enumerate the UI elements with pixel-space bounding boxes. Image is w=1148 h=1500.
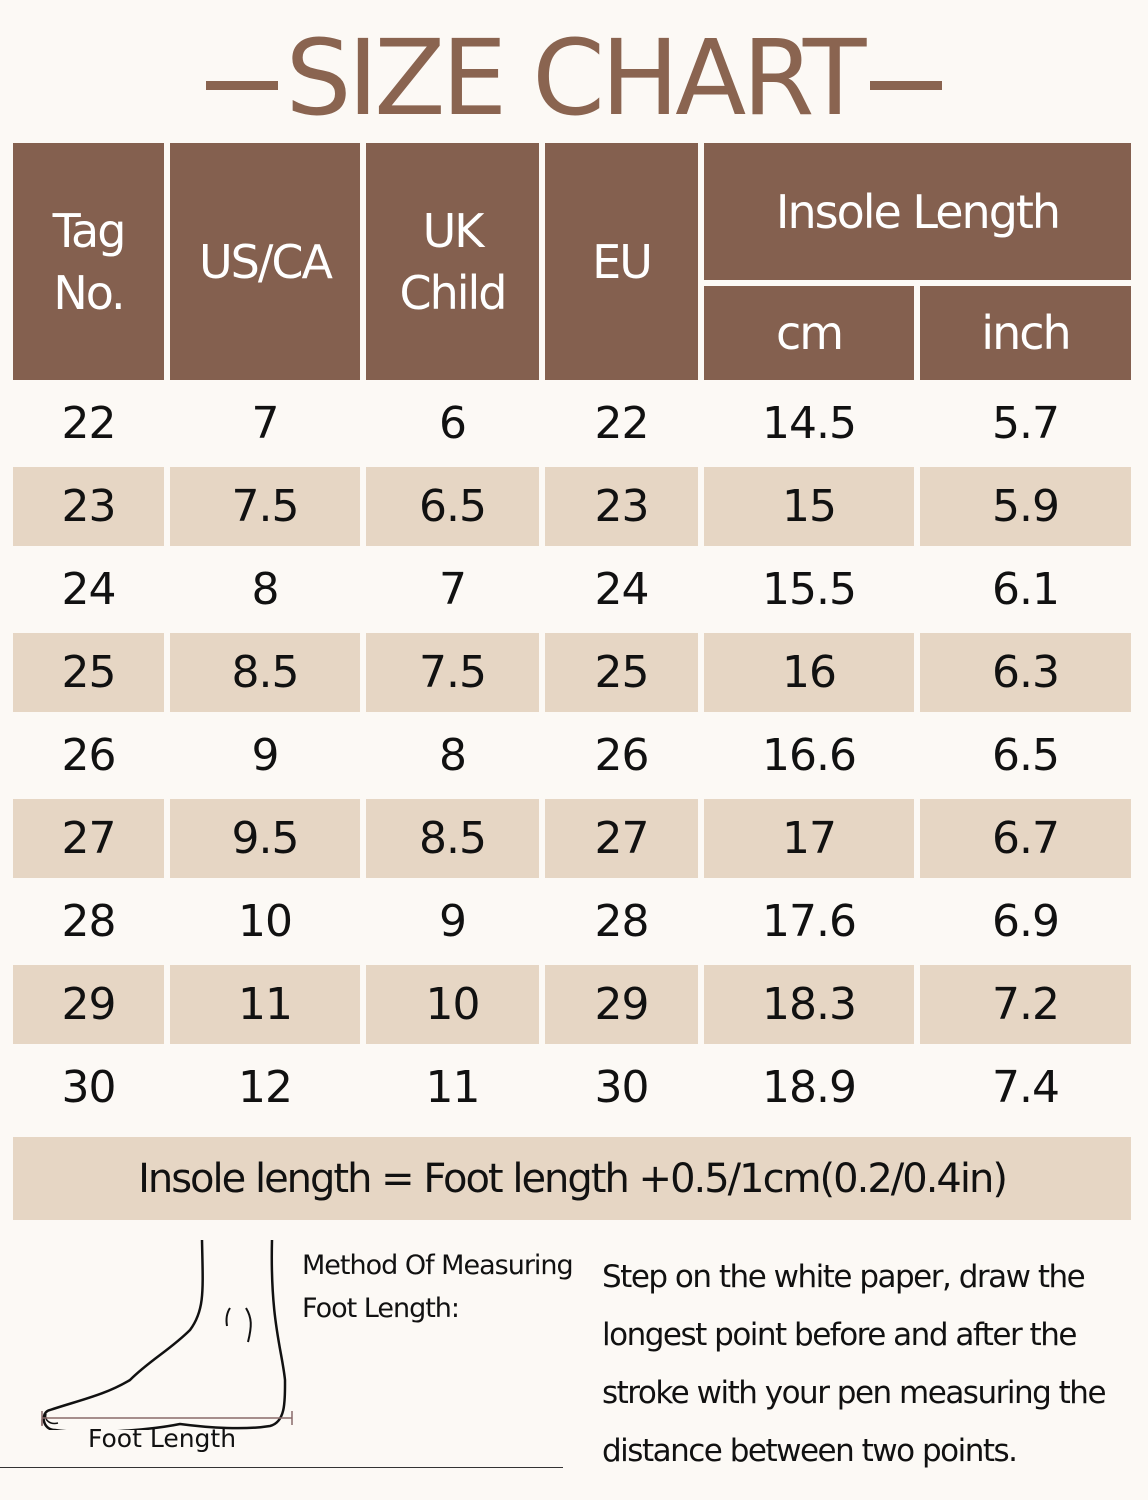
method-heading: Method Of Measuring Foot Length:	[302, 1244, 574, 1330]
table-cell: 10	[366, 965, 539, 1044]
measuring-instructions: Step on the white paper, draw the longes…	[602, 1259, 1107, 1469]
header-eu: EU	[545, 143, 698, 380]
table-cell: 7.4	[992, 1062, 1060, 1113]
header-us: US/CA	[170, 143, 360, 380]
table-cell: 25	[545, 633, 698, 712]
table-cell: 7.5	[170, 467, 360, 546]
title-dash-left	[205, 81, 278, 91]
table-cell: 8.5	[366, 799, 539, 878]
table-cell: 28	[61, 896, 117, 947]
table-cell: 18.3	[704, 965, 914, 1044]
table-cell: 9	[251, 730, 280, 781]
table-cell: 6.9	[992, 896, 1060, 947]
method-line-1: Method Of Measuring	[302, 1250, 574, 1281]
table-cell: 11	[425, 1062, 481, 1113]
table-cell: 14.5	[762, 398, 857, 449]
table-cell: 23	[545, 467, 698, 546]
table-cell: 26	[61, 730, 117, 781]
header-inch: inch	[920, 286, 1131, 380]
table-cell: 17.6	[762, 896, 857, 947]
table-cell: 27	[13, 799, 164, 878]
table-cell: 28	[594, 896, 650, 947]
table-cell: 7.2	[920, 965, 1131, 1044]
table-cell: 26	[594, 730, 650, 781]
table-cell: 6.5	[366, 467, 539, 546]
size-table: Tag No. US/CA UK Child EU Insole Length …	[13, 143, 1131, 1127]
table-cell: 5.7	[992, 398, 1060, 449]
foot-length-label: Foot Length	[88, 1424, 237, 1453]
table-cell: 12	[238, 1062, 293, 1113]
table-cell: 7.5	[366, 633, 539, 712]
table-cell: 27	[545, 799, 698, 878]
method-line-2: Foot Length:	[302, 1293, 460, 1324]
table-cell: 18.9	[762, 1062, 857, 1113]
table-cell: 24	[594, 564, 650, 615]
page-title: SIZE CHART	[0, 18, 1148, 138]
table-cell: 9.5	[170, 799, 360, 878]
table-cell: 6.7	[920, 799, 1131, 878]
table-cell: 17	[704, 799, 914, 878]
table-cell: 6.1	[992, 564, 1060, 615]
table-cell: 7	[439, 564, 467, 615]
table-cell: 22	[61, 398, 117, 449]
table-cell: 6.3	[920, 633, 1131, 712]
header-insole: Insole Length	[704, 143, 1131, 280]
header-tag: Tag No.	[13, 143, 164, 380]
table-cell: 16	[704, 633, 914, 712]
table-cell: 29	[545, 965, 698, 1044]
table-cell: 16.6	[762, 730, 857, 781]
table-cell: 25	[13, 633, 164, 712]
header-uk: UK Child	[366, 143, 539, 380]
foot-length-measure-line	[41, 1411, 293, 1425]
table-cell: 22	[594, 398, 650, 449]
table-cell: 6.5	[992, 730, 1060, 781]
table-cell: 11	[170, 965, 360, 1044]
table-cell: 8	[251, 564, 280, 615]
table-cell: 30	[61, 1062, 117, 1113]
table-cell: 30	[594, 1062, 650, 1113]
table-cell: 24	[61, 564, 117, 615]
table-cell: 5.9	[920, 467, 1131, 546]
foot-illustration	[41, 1239, 287, 1430]
title-dash-right	[870, 81, 943, 91]
table-cell: 23	[13, 467, 164, 546]
divider	[0, 1467, 563, 1468]
table-cell: 7	[251, 398, 280, 449]
table-cell: 10	[238, 896, 293, 947]
title-text: SIZE CHART	[285, 17, 867, 139]
table-cell: 15.5	[762, 564, 857, 615]
table-cell: 8	[439, 730, 467, 781]
table-cell: 6	[439, 398, 467, 449]
insole-note: Insole length = Foot length +0.5/1cm(0.2…	[13, 1137, 1131, 1220]
table-cell: 9	[439, 896, 467, 947]
header-cm: cm	[704, 286, 914, 380]
table-cell: 29	[13, 965, 164, 1044]
table-cell: 8.5	[170, 633, 360, 712]
table-cell: 15	[704, 467, 914, 546]
